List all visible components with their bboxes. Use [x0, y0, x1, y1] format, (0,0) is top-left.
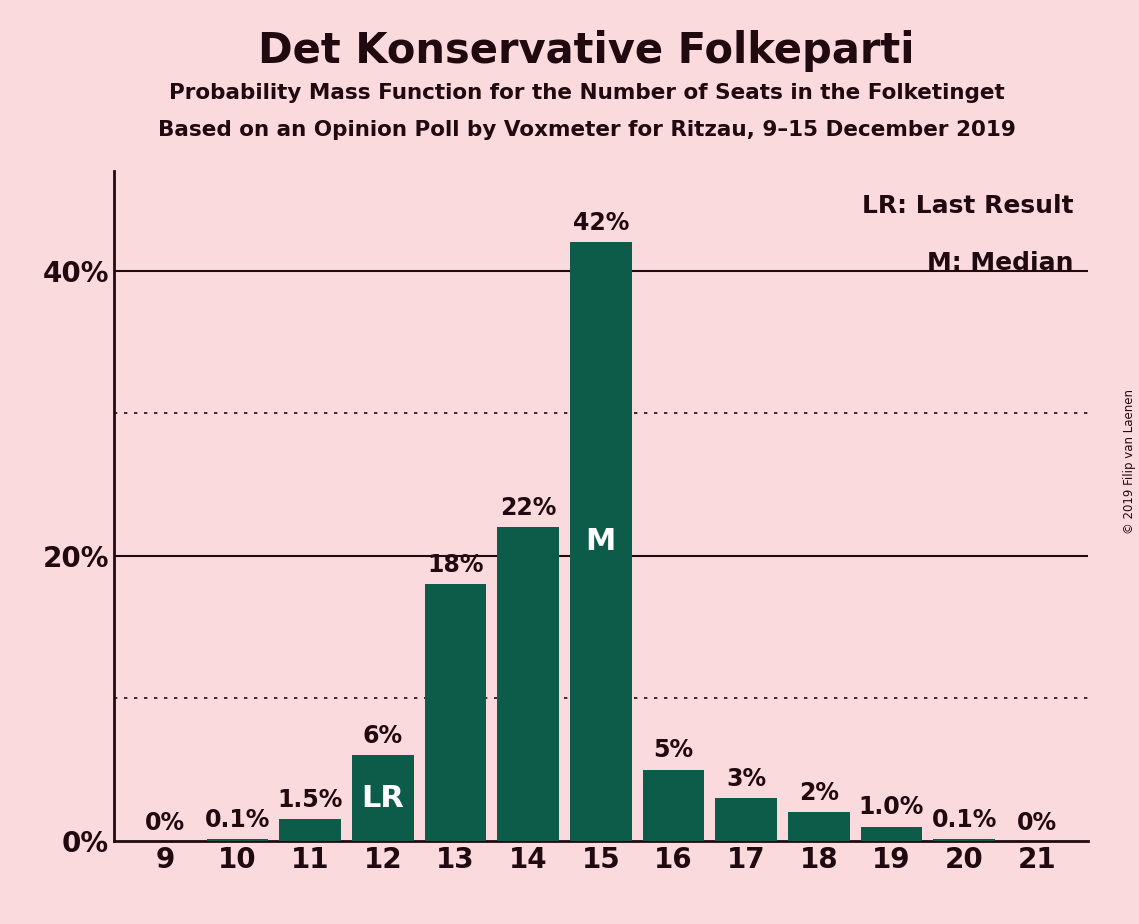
Text: 1.0%: 1.0%: [859, 796, 924, 820]
Text: 22%: 22%: [500, 496, 556, 520]
Text: 0%: 0%: [1017, 811, 1057, 835]
Bar: [279, 820, 341, 841]
Bar: [206, 839, 269, 841]
Text: © 2019 Filip van Laenen: © 2019 Filip van Laenen: [1123, 390, 1136, 534]
Text: LR: LR: [361, 784, 404, 812]
Bar: [788, 812, 850, 841]
Bar: [570, 242, 632, 841]
Bar: [352, 755, 413, 841]
Text: 2%: 2%: [798, 781, 838, 805]
Text: Based on an Opinion Poll by Voxmeter for Ritzau, 9–15 December 2019: Based on an Opinion Poll by Voxmeter for…: [157, 120, 1016, 140]
Text: M: Median: M: Median: [927, 251, 1073, 275]
Text: 3%: 3%: [726, 767, 767, 791]
Text: Det Konservative Folkeparti: Det Konservative Folkeparti: [259, 30, 915, 71]
Text: M: M: [585, 527, 616, 556]
Bar: [933, 839, 995, 841]
Bar: [715, 798, 777, 841]
Text: 6%: 6%: [362, 724, 403, 748]
Text: 42%: 42%: [573, 211, 629, 235]
Text: 0.1%: 0.1%: [205, 808, 270, 833]
Bar: [861, 827, 923, 841]
Text: 0%: 0%: [145, 811, 185, 835]
Bar: [425, 584, 486, 841]
Text: 0.1%: 0.1%: [932, 808, 997, 833]
Text: 18%: 18%: [427, 553, 484, 578]
Text: 1.5%: 1.5%: [278, 788, 343, 812]
Bar: [498, 528, 559, 841]
Text: LR: Last Result: LR: Last Result: [861, 194, 1073, 218]
Text: 5%: 5%: [654, 738, 694, 762]
Bar: [642, 770, 704, 841]
Text: Probability Mass Function for the Number of Seats in the Folketinget: Probability Mass Function for the Number…: [169, 83, 1005, 103]
